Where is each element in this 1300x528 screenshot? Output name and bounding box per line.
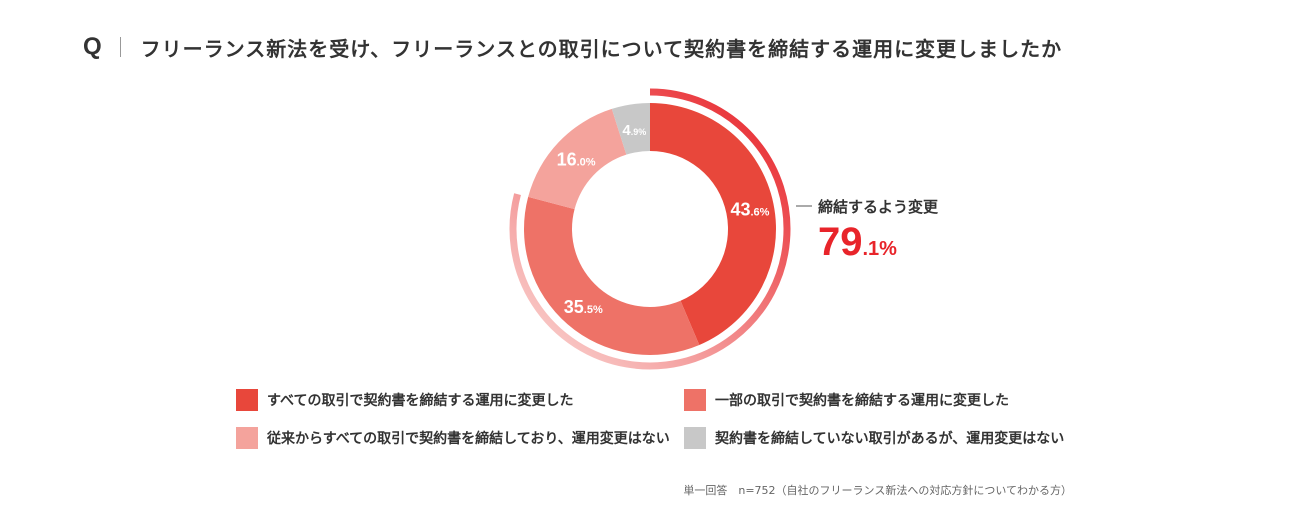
question-separator [119,37,121,57]
slice-value-label: 16.0% [557,150,596,170]
question-text: フリーランス新法を受け、フリーランスとの取引について契約書を締結する運用に変更し… [140,36,1063,61]
legend-swatch [236,427,258,449]
legend-item: すべての取引で契約書を締結する運用に変更した [236,389,573,411]
legend-swatch [684,427,706,449]
slice-value-label: 43.6% [730,200,769,220]
legend-label: すべての取引で契約書を締結する運用に変更した [267,393,574,409]
legend-item: 一部の取引で契約書を締結する運用に変更した [684,389,1009,411]
legend-label: 従来からすべての取引で契約書を締結しており、運用変更はない [267,431,670,447]
annotation-value-int: 79 [818,220,863,264]
annotation-label: 締結するよう変更 [818,198,939,216]
question-header: Q フリーランス新法を受け、フリーランスとの取引について契約書を締結する運用に変… [83,30,1062,64]
donut-slice [524,196,700,355]
donut-slice [528,108,627,210]
donut-slice [611,103,650,155]
annotation-value-dec: .1% [862,238,897,260]
legend-swatch [684,389,706,411]
legend-item: 契約書を締結していない取引があるが、運用変更はない [684,427,1064,449]
question-mark: Q [83,33,102,60]
legend-swatch [236,389,258,411]
sample-note: 単一回答 n=752（自社のフリーランス新法への対応方針についてわかる方） [683,484,1072,497]
outer-arc-79-percent [509,88,791,370]
donut-slice [650,103,777,345]
slice-value-label: 35.5% [564,297,603,317]
annotation-value: 79.1% [818,220,897,265]
legend-label: 一部の取引で契約書を締結する運用に変更した [715,393,1009,409]
legend-label: 契約書を締結していない取引があるが、運用変更はない [715,431,1065,447]
legend-item: 従来からすべての取引で契約書を締結しており、運用変更はない [236,427,670,449]
slice-value-label: 4.9% [622,122,646,139]
